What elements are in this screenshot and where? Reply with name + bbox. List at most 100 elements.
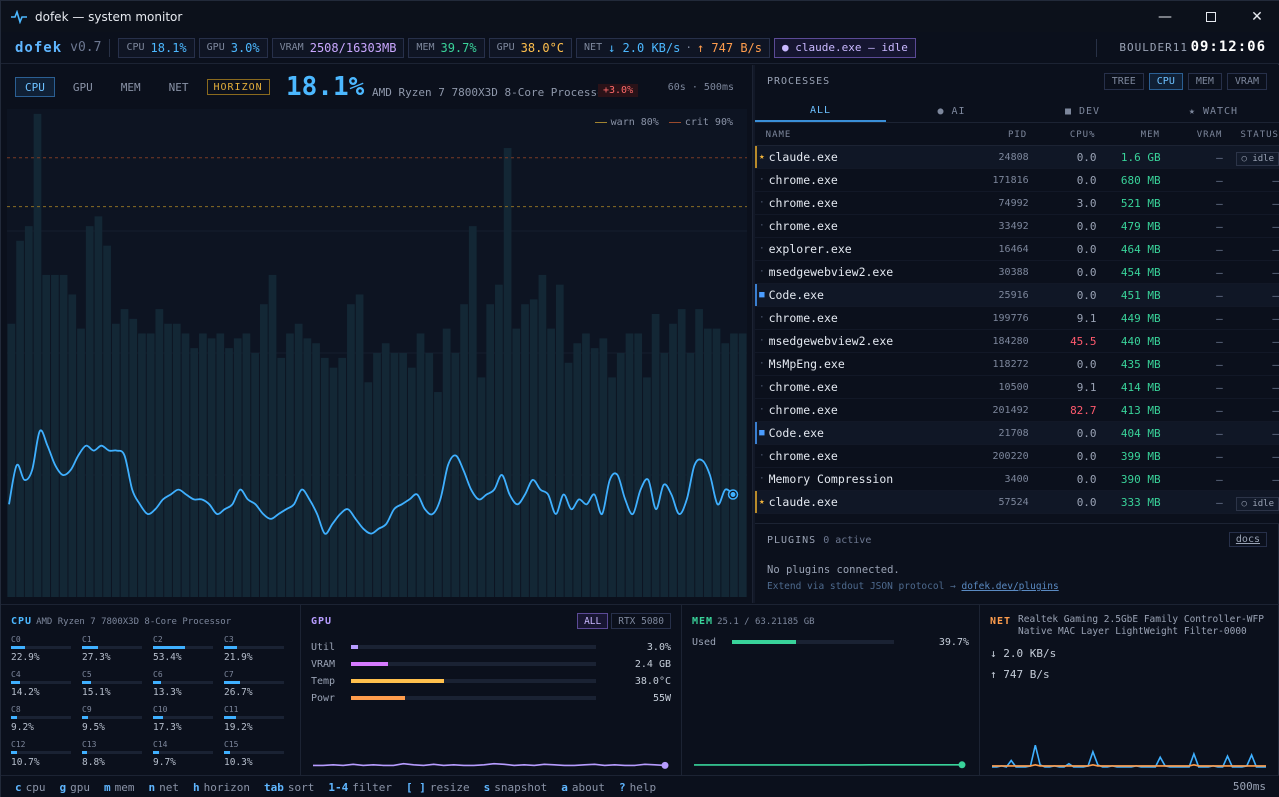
process-row[interactable]: · chrome.exe 199776 9.1 449 MB — — xyxy=(755,307,1279,330)
process-vram: — xyxy=(1216,265,1223,279)
core-value: 9.7% xyxy=(153,757,176,768)
keybind-key: c xyxy=(15,780,22,794)
process-name: chrome.exe xyxy=(768,196,838,210)
filter-dev[interactable]: ■ DEV xyxy=(1064,106,1101,117)
net-chip[interactable]: NET ↓ 2.0 KB/s · ↑ 747 B/s xyxy=(576,37,770,58)
process-row[interactable]: ■ Code.exe 21708 0.0 404 MB — — xyxy=(755,422,1279,445)
keybind-net[interactable]: n net xyxy=(149,781,180,794)
metric-chip-mem[interactable]: MEM 39.7% xyxy=(408,37,485,58)
col-name[interactable]: NAME xyxy=(765,129,792,140)
net-up-rate: ↑ ↑ 747 B/s xyxy=(990,668,1050,681)
process-row[interactable]: ■ Code.exe 25916 0.0 451 MB — — xyxy=(755,284,1279,307)
chart-window-info: 60s · 500ms xyxy=(667,82,734,93)
process-kind-icon: ★ xyxy=(759,152,765,162)
metric-chip-gpu[interactable]: GPU 38.0°C xyxy=(488,37,573,58)
keybind-label: snapshot xyxy=(494,780,548,794)
process-name: Code.exe xyxy=(768,288,824,302)
process-row[interactable]: ★ claude.exe 24808 0.0 1.6 GB — ○ idle xyxy=(755,146,1279,169)
core-meter: C3 21.9% xyxy=(224,635,295,663)
keybind-snapshot[interactable]: s snapshot xyxy=(484,781,548,794)
process-row[interactable]: · explorer.exe 16464 0.0 464 MB — — xyxy=(755,238,1279,261)
history-bar xyxy=(582,333,590,597)
process-row[interactable]: · chrome.exe 74992 3.0 521 MB — — xyxy=(755,192,1279,215)
legend-warn: warn 80% xyxy=(594,117,659,128)
close-button[interactable]: ✕ xyxy=(1234,1,1279,32)
gpu-tab-all[interactable]: ALL xyxy=(577,613,609,629)
process-vram: — xyxy=(1216,403,1223,417)
history-bar xyxy=(486,304,495,597)
process-row[interactable]: · msedgewebview2.exe 184280 45.5 440 MB — — xyxy=(755,330,1279,353)
history-bar xyxy=(468,226,477,597)
maximize-button[interactable] xyxy=(1188,1,1234,32)
process-row[interactable]: · chrome.exe 200220 0.0 399 MB — — xyxy=(755,445,1279,468)
gpu-tab-rtx5080[interactable]: RTX 5080 xyxy=(611,613,671,629)
keybind-horizon[interactable]: h horizon xyxy=(193,781,250,794)
history-bar xyxy=(338,357,347,597)
keybind-key: 1-4 xyxy=(328,780,349,794)
keybind-mem[interactable]: m mem xyxy=(104,781,135,794)
plugins-empty-text: No plugins connected. xyxy=(767,564,900,576)
metric-chip-vram[interactable]: VRAM 2508/16303MB xyxy=(271,37,405,58)
history-bar xyxy=(155,309,164,597)
process-name: chrome.exe xyxy=(768,380,838,394)
filter-all[interactable]: ALL xyxy=(755,101,886,122)
metric-chip-gpu[interactable]: GPU 3.0% xyxy=(198,37,268,58)
process-row[interactable]: · chrome.exe 201492 82.7 413 MB — — xyxy=(755,399,1279,422)
filter-ai[interactable]: ● AI xyxy=(937,106,966,117)
process-vram: — xyxy=(1216,357,1223,371)
process-row[interactable]: · chrome.exe 10500 9.1 414 MB — — xyxy=(755,376,1279,399)
process-row[interactable]: · Memory Compression 3400 0.0 390 MB — — xyxy=(755,468,1279,491)
metric-chip-cpu[interactable]: CPU 18.1% xyxy=(118,37,195,58)
plugins-link[interactable]: dofek.dev/plugins xyxy=(961,581,1059,592)
history-bar xyxy=(164,323,172,597)
history-bar xyxy=(529,299,538,597)
tab-gpu[interactable]: GPU xyxy=(72,80,93,94)
sort-tree[interactable]: TREE xyxy=(1103,73,1144,90)
bottom-panels: CPU AMD Ryzen 7 7800X3D 8-Core Processor … xyxy=(1,604,1279,775)
filter-watch[interactable]: ★ WATCH xyxy=(1188,106,1239,117)
keybind-sort[interactable]: tab sort xyxy=(264,781,314,794)
process-vram: — xyxy=(1216,380,1223,394)
claude-status-chip[interactable]: ● claude.exe — idle xyxy=(774,37,916,58)
keybind-cpu[interactable]: c cpu xyxy=(15,781,46,794)
tab-mem[interactable]: MEM xyxy=(120,80,141,94)
core-label: C3 xyxy=(224,635,234,644)
minimize-button[interactable]: — xyxy=(1142,1,1188,32)
process-row[interactable]: ★ claude.exe 57524 0.0 333 MB — ○ idle xyxy=(755,491,1279,514)
tab-net[interactable]: NET xyxy=(168,80,189,94)
legend-crit: crit 90% xyxy=(668,117,733,128)
process-cpu: 0.0 xyxy=(1076,150,1097,164)
keybind-resize[interactable]: [ ] resize xyxy=(406,781,470,794)
gpu-metric-temp: Temp 38.0°C xyxy=(311,674,671,688)
col-mem[interactable]: MEM xyxy=(1140,129,1160,140)
keybind-gpu[interactable]: g gpu xyxy=(60,781,91,794)
process-pid: 199776 xyxy=(992,312,1029,324)
col-pid[interactable]: PID xyxy=(1007,129,1028,140)
process-row[interactable]: · chrome.exe 33492 0.0 479 MB — — xyxy=(755,215,1279,238)
history-bar xyxy=(33,113,42,597)
net-down-rate: ↓ ↓ 2.0 KB/s xyxy=(990,647,1056,660)
col-status[interactable]: STATUS xyxy=(1240,129,1279,140)
col-cpu[interactable]: CPU% xyxy=(1069,129,1096,140)
keybind-filter[interactable]: 1-4 filter xyxy=(328,781,392,794)
process-row[interactable]: · MsMpEng.exe 118272 0.0 435 MB — — xyxy=(755,353,1279,376)
sort-vram[interactable]: VRAM xyxy=(1226,73,1267,90)
process-row[interactable]: · msedgewebview2.exe 30388 0.0 454 MB — — xyxy=(755,261,1279,284)
keybind-label: resize xyxy=(429,780,470,794)
col-vram[interactable]: VRAM xyxy=(1196,129,1223,140)
gpu-metric-bar-fill xyxy=(351,696,405,700)
plugins-panel: PLUGINS 0 active docs No plugins connect… xyxy=(755,523,1279,603)
tab-cpu[interactable]: CPU xyxy=(15,77,55,97)
process-row[interactable]: · chrome.exe 171816 0.0 680 MB — — xyxy=(755,169,1279,192)
keybind-about[interactable]: a about xyxy=(561,781,605,794)
sort-cpu[interactable]: CPU xyxy=(1148,73,1183,90)
history-bar xyxy=(329,367,338,597)
close-icon: ✕ xyxy=(1251,8,1263,25)
docs-link[interactable]: docs xyxy=(1228,532,1267,547)
resize-handle[interactable] xyxy=(753,65,755,603)
horizon-toggle[interactable]: HORIZON xyxy=(206,79,270,95)
keybind-help[interactable]: ? help xyxy=(619,781,656,794)
history-bar xyxy=(521,304,529,597)
sparkline-path xyxy=(992,745,1266,768)
sort-mem[interactable]: MEM xyxy=(1187,73,1222,90)
